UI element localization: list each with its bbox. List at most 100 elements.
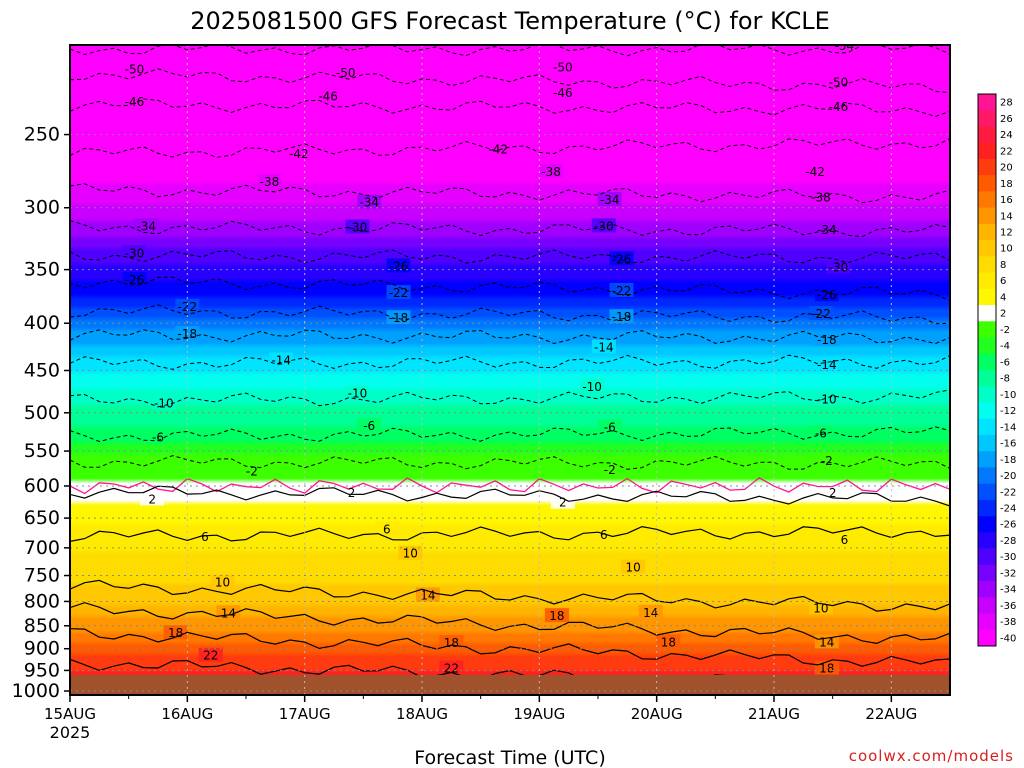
colorbar-label: -4 <box>1000 341 1010 352</box>
colorbar-label: 26 <box>1000 114 1013 125</box>
contour-label: -46 <box>829 100 849 114</box>
contour-label: -38 <box>541 165 561 179</box>
contour-label: -34 <box>359 196 379 210</box>
colorbar-label: 22 <box>1000 146 1013 157</box>
colorbar-label: 24 <box>1000 130 1013 141</box>
colorbar-label: -40 <box>1000 633 1016 644</box>
contour-label: 2 <box>829 486 837 500</box>
x-tick-label: 19AUG <box>513 705 565 723</box>
colorbar-label: -10 <box>1000 390 1016 401</box>
contour-line <box>70 98 950 118</box>
contour-label: 2 <box>559 496 567 510</box>
contour-line <box>70 183 950 204</box>
contour-line <box>70 455 950 470</box>
contour-line <box>70 68 950 94</box>
x-tick-label: 17AUG <box>279 705 331 723</box>
contour-label: -14 <box>817 358 837 372</box>
contour-label: -2 <box>604 463 616 477</box>
colorbar-label: -26 <box>1000 520 1016 531</box>
contour-label: 6 <box>383 522 391 536</box>
colorbar-swatch <box>978 110 996 127</box>
contour-line <box>70 389 950 408</box>
colorbar-swatch <box>978 483 996 501</box>
contour-label: -50 <box>125 62 145 76</box>
contour-line <box>70 45 950 57</box>
colorbar-swatch <box>978 564 996 582</box>
colorbar-swatch <box>978 597 996 614</box>
colorbar-label: -30 <box>1000 552 1016 563</box>
contour-label: -26 <box>612 252 632 266</box>
colorbar-label: 8 <box>1000 260 1006 271</box>
contour-label: 18 <box>819 662 834 676</box>
contour-line <box>70 579 950 612</box>
contour-label: -14 <box>594 340 614 354</box>
colorbar-swatch <box>978 581 996 598</box>
colorbar-label: -34 <box>1000 585 1016 596</box>
contour-label: -6 <box>815 427 827 441</box>
colorbar-swatch <box>978 126 996 144</box>
contour-label: 10 <box>626 561 641 575</box>
contour-label: 10 <box>813 601 828 615</box>
y-tick-label: 800 <box>24 590 60 612</box>
x-tick-label: 20AUG <box>631 705 683 723</box>
colorbar-swatch <box>978 142 996 160</box>
colorbar-swatch <box>978 418 996 436</box>
x-axis-year-label: 2025 <box>50 723 91 742</box>
colorbar-label: -32 <box>1000 568 1016 579</box>
y-tick-label: 950 <box>24 659 60 681</box>
contour-label: 14 <box>221 606 236 620</box>
contour-line <box>70 276 950 302</box>
contour-line <box>70 137 950 158</box>
contour-label: 6 <box>841 533 849 547</box>
contour-label: -34 <box>600 193 620 207</box>
colorbar-label: 12 <box>1000 228 1013 239</box>
contour-label: -46 <box>125 95 145 109</box>
contour-label: 2 <box>348 486 356 500</box>
contour-label: -14 <box>271 353 291 367</box>
x-axis-title: Forecast Time (UTC) <box>414 747 605 768</box>
colorbar-swatch <box>978 516 996 533</box>
colorbar-swatch <box>978 223 996 241</box>
contour-label: 22 <box>203 649 218 663</box>
colorbar-swatch <box>978 256 996 273</box>
x-tick-label: 16AUG <box>161 705 213 723</box>
contour-label: -2 <box>821 454 833 468</box>
contour-label: -30 <box>594 219 614 233</box>
contour-label: -22 <box>612 284 632 298</box>
colorbar-swatch <box>978 240 996 257</box>
plot-area: -54 -50 -50 -50 -50 -46 -46 -46 -46 -42 -42 -42 -38 -… <box>69 39 951 696</box>
contour-label: -2 <box>246 464 258 478</box>
contour-label: -6 <box>363 419 375 433</box>
contour-label: -42 <box>488 142 508 156</box>
y-tick-label: 700 <box>24 537 60 559</box>
contour-label: 18 <box>168 626 183 640</box>
contour-label: -50 <box>553 60 573 74</box>
contour-line <box>70 426 950 443</box>
colorbar-label: 20 <box>1000 163 1013 174</box>
colorbar-label: -6 <box>1000 357 1010 368</box>
x-axis: 15AUG 16AUG 17AUG 18AUG 19AUG 20AUG 21AUG 22AUG <box>44 695 917 723</box>
contour-label: 18 <box>661 635 676 649</box>
colorbar-label: -18 <box>1000 455 1016 466</box>
contour-line <box>70 602 950 645</box>
contour-label: -54 <box>835 39 855 53</box>
contour-label: 14 <box>819 635 834 649</box>
colorbar-label: 6 <box>1000 276 1006 287</box>
colorbar-swatch <box>978 94 996 111</box>
contour-label: -22 <box>389 286 409 300</box>
contour-label: -18 <box>817 333 837 347</box>
colorbar-label: -28 <box>1000 536 1016 547</box>
colorbar-swatch <box>978 191 996 208</box>
y-axis: 2503003504004505005506006507007508008509… <box>12 124 70 702</box>
contour-label: -46 <box>553 86 573 100</box>
y-tick-label: 650 <box>24 507 60 529</box>
colorbar-swatch <box>978 532 996 549</box>
freezing-line <box>70 477 950 495</box>
contour-label: -46 <box>318 90 338 104</box>
contour-label: -34 <box>136 219 156 233</box>
contour-label: 6 <box>600 528 608 542</box>
colorbar-label: -38 <box>1000 617 1016 628</box>
colorbar-label: -36 <box>1000 601 1016 612</box>
y-tick-label: 450 <box>24 359 60 381</box>
contour-label: -50 <box>829 75 849 89</box>
